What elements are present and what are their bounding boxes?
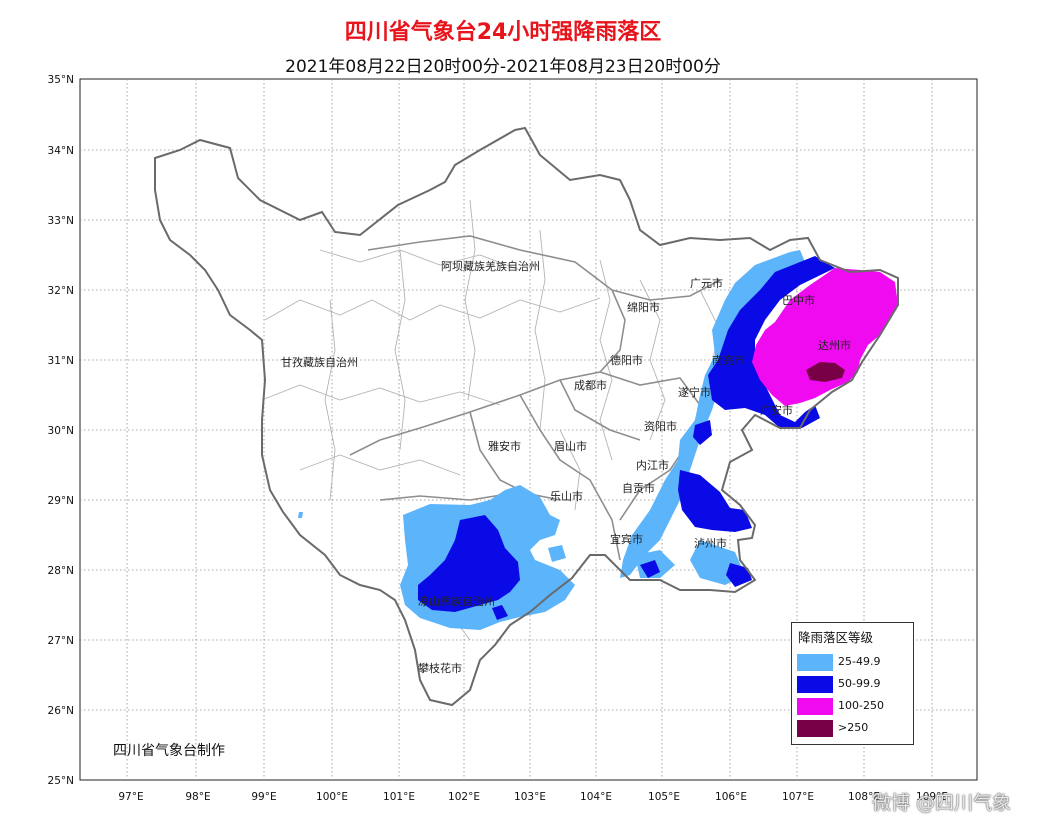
legend-swatch: [797, 720, 833, 737]
label-deyang: 德阳市: [610, 353, 643, 367]
y-axis-labels: 35°N 34°N 33°N 32°N 31°N 30°N 29°N 28°N …: [48, 74, 74, 787]
x-tick-label: 106°E: [715, 791, 747, 803]
legend-swatch: [797, 654, 833, 671]
label-dazhou: 达州市: [818, 338, 851, 352]
label-ganzi: 甘孜藏族自治州: [281, 355, 358, 369]
x-tick-label: 109°E: [916, 791, 948, 803]
map-subtitle: 2021年08月22日20时00分-2021年08月23日20时00分: [285, 57, 721, 77]
label-panzhihua: 攀枝花市: [418, 661, 462, 675]
legend-label: 50-99.9: [838, 677, 881, 690]
rain-zone-100-250: [752, 268, 898, 406]
county-boundaries: [261, 199, 721, 641]
x-tick-label: 103°E: [514, 791, 546, 803]
x-axis-labels: 97°E 98°E 99°E 100°E 101°E 102°E 103°E 1…: [118, 791, 948, 803]
legend-swatch: [797, 698, 833, 715]
map-title: 四川省气象台24小时强降雨落区: [344, 20, 662, 45]
weibo-watermark: 微博 @四川气象: [872, 792, 1012, 814]
map-frame: [79, 78, 978, 781]
label-chengdu: 成都市: [574, 378, 607, 392]
label-meishan: 眉山市: [554, 439, 587, 453]
label-yibin: 宜宾市: [610, 532, 643, 546]
x-tick-label: 98°E: [185, 791, 210, 803]
y-tick-label: 34°N: [48, 145, 74, 157]
y-tick-label: 28°N: [48, 565, 74, 577]
legend-label: 100-250: [838, 699, 884, 712]
y-tick-label: 30°N: [48, 425, 74, 437]
graticule: [80, 79, 977, 780]
y-tick-label: 31°N: [48, 355, 74, 367]
y-tick-label: 32°N: [48, 285, 74, 297]
label-guangan: 广安市: [760, 403, 793, 417]
x-tick-label: 97°E: [118, 791, 143, 803]
x-tick-label: 107°E: [782, 791, 814, 803]
x-tick-label: 101°E: [383, 791, 415, 803]
label-mianyang: 绵阳市: [627, 300, 660, 314]
x-tick-label: 99°E: [251, 791, 276, 803]
legend-title: 降雨落区等级: [798, 630, 874, 645]
label-neijiang: 内江市: [636, 458, 669, 472]
y-tick-label: 25°N: [48, 775, 74, 787]
y-tick-label: 33°N: [48, 215, 74, 227]
prefecture-boundaries: [349, 235, 721, 561]
legend-label: 25-49.9: [838, 655, 881, 668]
y-tick-label: 29°N: [48, 495, 74, 507]
x-tick-label: 104°E: [580, 791, 612, 803]
sichuan-boundary: [154, 126, 899, 707]
rain-zone-over-250: [806, 362, 845, 382]
x-tick-label: 105°E: [648, 791, 680, 803]
label-luzhou: 泸州市: [694, 536, 727, 550]
label-nanchong: 南充市: [712, 353, 745, 367]
place-labels: 阿坝藏族羌族自治州 甘孜藏族自治州 广元市 绵阳市 巴中市 达州市 德阳市 成都…: [281, 259, 851, 675]
label-suining: 遂宁市: [678, 385, 711, 399]
x-tick-label: 102°E: [448, 791, 480, 803]
legend: 降雨落区等级 25-49.9 50-99.9 100-250 >250: [791, 622, 914, 745]
x-tick-label: 108°E: [848, 791, 880, 803]
credit-text: 四川省气象台制作: [113, 743, 225, 759]
legend-label: >250: [838, 721, 869, 734]
label-ziyang: 资阳市: [644, 419, 677, 433]
x-tick-label: 100°E: [316, 791, 348, 803]
label-yaan: 雅安市: [488, 439, 521, 453]
label-zigong: 自贡市: [622, 481, 655, 495]
label-liangshan: 凉山彝族自治州: [418, 594, 495, 608]
y-tick-label: 26°N: [48, 705, 74, 717]
y-tick-label: 27°N: [48, 635, 74, 647]
label-bazhong: 巴中市: [782, 293, 815, 307]
y-tick-label: 35°N: [48, 74, 74, 86]
label-aba: 阿坝藏族羌族自治州: [441, 259, 540, 273]
label-guangyuan: 广元市: [690, 276, 723, 290]
rain-zone-50-99.9: [418, 256, 835, 620]
label-leshan: 乐山市: [550, 489, 583, 503]
legend-swatch: [797, 676, 833, 693]
